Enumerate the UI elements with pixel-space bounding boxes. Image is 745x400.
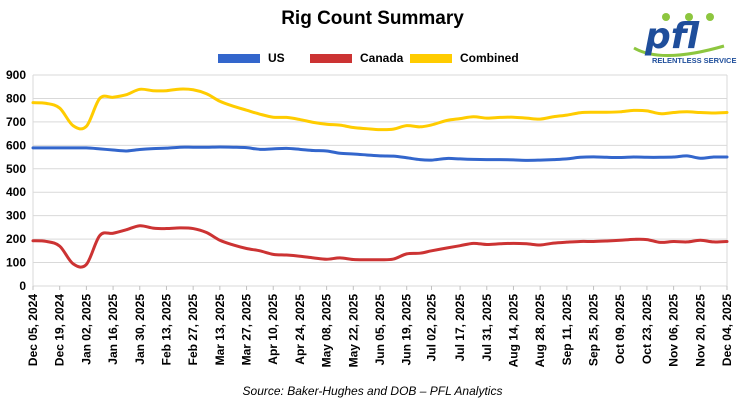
chart-title: Rig Count Summary [281,8,464,29]
x-tick-label: Nov 06, 2025 [667,294,681,367]
x-tick-label: Mar 27, 2025 [240,294,254,366]
x-tick-label: Jun 05, 2025 [373,294,387,366]
legend-label-canada: Canada [360,51,404,65]
x-tick-label: Apr 24, 2025 [293,294,307,365]
legend-label-us: US [268,51,285,65]
x-tick-label: May 08, 2025 [320,294,334,368]
x-tick-label: Jul 02, 2025 [424,294,438,362]
x-tick-label: May 22, 2025 [346,294,360,368]
y-tick-label: 200 [6,232,26,246]
x-tick-label: Jul 31, 2025 [480,294,494,362]
svg-text:pfl: pfl [644,16,700,57]
source-note: Source: Baker-Hughes and DOB – PFL Analy… [242,384,503,398]
y-tick-label: 400 [6,185,26,199]
x-tick-label: Dec 05, 2024 [26,294,40,366]
legend-swatch-canada [310,53,352,63]
pfl-logo: pfl RELENTLESS SERVICE [628,6,740,68]
x-tick-label: Feb 13, 2025 [159,294,173,366]
y-tick-label: 500 [6,162,26,176]
y-tick-label: 800 [6,91,26,105]
x-tick-label: Nov 20, 2025 [693,294,707,367]
x-tick-label: Jul 17, 2025 [453,294,467,362]
y-tick-label: 300 [6,209,26,223]
legend-swatch-us [218,53,260,63]
y-tick-label: 700 [6,115,26,129]
x-tick-label: Sep 11, 2025 [560,294,574,366]
legend-item-canada: Canada [310,51,403,65]
y-tick-label: 600 [6,138,26,152]
legend: US Canada Combined [0,51,745,69]
legend-item-combined: Combined [410,51,519,65]
x-tick-label: Oct 09, 2025 [613,294,627,364]
x-tick-label: Mar 13, 2025 [213,294,227,366]
series-line-combined [31,87,729,132]
x-tick-label: Jan 02, 2025 [79,294,93,365]
pfl-logo-graphic: pfl RELENTLESS SERVICE [633,13,736,65]
x-tick-label: Aug 28, 2025 [533,294,547,368]
x-tick-label: Jan 16, 2025 [106,294,120,365]
legend-swatch-combined [410,53,452,63]
y-tick-label: 100 [6,256,26,270]
svg-text:RELENTLESS SERVICE: RELENTLESS SERVICE [652,56,736,65]
x-tick-label: Apr 10, 2025 [266,294,280,365]
series-line-us [31,145,729,162]
x-tick-label: Feb 27, 2025 [186,294,200,366]
x-tick-label: Oct 23, 2025 [640,294,654,364]
x-tick-label: Jan 30, 2025 [133,294,147,365]
x-tick-label: Dec 04, 2025 [720,294,734,366]
x-tick-label: Dec 19, 2024 [53,294,67,366]
x-tick-label: Sep 25, 2025 [587,294,601,366]
x-tick-label: Aug 14, 2025 [506,294,520,368]
legend-label-combined: Combined [460,51,519,65]
y-tick-label: 0 [19,279,26,293]
series-line-canada [31,224,729,269]
legend-item-us: US [218,51,285,65]
x-tick-label: Jun 19, 2025 [400,294,414,366]
y-tick-label: 900 [6,68,26,82]
